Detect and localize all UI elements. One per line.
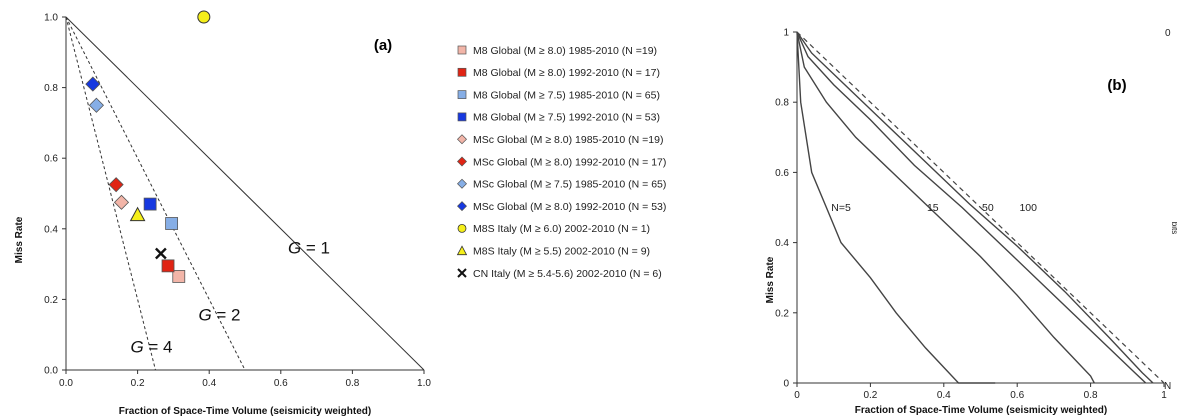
chart-a-y-tick-label: 0.8 [44, 83, 58, 94]
chart-b-right-edge-label-top: 0 [1165, 28, 1171, 39]
chart-a-point-triangle-10 [129, 206, 146, 222]
chart-b-x-tick-label: 0.8 [1084, 390, 1098, 401]
chart-b-reference-line [796, 31, 1165, 384]
chart-b-y-axis-label: Miss Rate [765, 256, 776, 303]
chart-a-point-diamond-7 [88, 97, 104, 113]
chart-a-y-tick-label: 0.6 [44, 154, 58, 165]
chart-b-x-tick-label: 0 [794, 390, 800, 401]
chart-b-curve-label: 15 [927, 202, 939, 214]
legend-item-label: CN Italy (M ≥ 5.4-5.6) 2002-2010 (N = 6) [473, 268, 662, 280]
chart-a-x-tick-label: 0.2 [131, 378, 145, 389]
chart-b-right-edge-label-middle: bits [1170, 222, 1177, 234]
chart-b-y-tick-label: 0.8 [775, 98, 789, 109]
chart-b-right-edge-label-bottom: N [1164, 381, 1171, 392]
chart-a-y-tick-label: 0.2 [44, 295, 58, 306]
chart-a-point-square-1 [172, 270, 186, 283]
chart-b-x-axis-label: Fraction of Space-Time Volume (seismicit… [855, 405, 1107, 416]
legend-item-label: M8 Global (M ≥ 8.0) 1985-2010 (N =19) [473, 45, 657, 57]
chart-a-reference-line-label: G = 1 [288, 239, 330, 258]
chart-b-x-tick-label: 0.6 [1010, 390, 1024, 401]
legend-marker-square [457, 112, 467, 122]
legend-marker-diamond [457, 156, 467, 167]
legend-marker-diamond [457, 178, 467, 189]
chart-a-point-square-4 [143, 197, 157, 211]
legend-marker-square [457, 45, 467, 55]
chart-a-y-tick-label: 0.0 [44, 366, 58, 377]
chart-a-x-tick-label: 0.6 [274, 378, 288, 389]
chart-b-panel-label: (b) [1107, 77, 1126, 94]
chart-a-x-axis-label: Fraction of Space-Time Volume (seismicit… [119, 406, 371, 417]
legend-marker-diamond [457, 134, 467, 145]
chart-b-curve-n-5 [796, 31, 996, 384]
chart-a: Miss Rate Fraction of Space-Time Volume … [14, 10, 666, 417]
chart-a-point-x-11 [155, 247, 167, 260]
chart-b-curve-100 [796, 31, 1154, 384]
chart-a-point-circle-9 [197, 10, 211, 24]
chart-a-point-diamond-6 [108, 177, 124, 193]
legend-marker-circle [457, 223, 467, 233]
legend-item-label: M8S Italy (M ≥ 6.0) 2002-2010 (N = 1) [473, 223, 650, 235]
chart-b-y-tick-label: 0.4 [775, 238, 789, 249]
chart-a-reference-line-label: G = 4 [130, 337, 172, 356]
legend-marker-diamond [457, 201, 467, 212]
chart-a-point-square-3 [165, 217, 179, 230]
legend-item-label: M8 Global (M ≥ 7.5) 1992-2010 (N = 53) [473, 112, 660, 124]
chart-b-curve-50 [796, 31, 1147, 384]
chart-a-point-diamond-5 [113, 194, 130, 210]
legend-item-label: MSc Global (M ≥ 8.0) 1992-2010 (N = 17) [473, 156, 666, 168]
chart-a-point-diamond-8 [85, 76, 101, 92]
legend-item-label: M8 Global (M ≥ 7.5) 1985-2010 (N = 65) [473, 89, 660, 101]
chart-b-y-tick-label: 0 [783, 379, 789, 390]
chart-b: Miss Rate Fraction of Space-Time Volume … [765, 28, 1177, 417]
chart-a-reference-line-g1 [65, 16, 425, 371]
chart-b-y-tick-label: 0.2 [775, 308, 789, 319]
legend-item-label: MSc Global (M ≥ 8.0) 1992-2010 (N = 53) [473, 201, 666, 213]
legend-marker-square [457, 90, 467, 99]
chart-a-legend: M8 Global (M ≥ 8.0) 1985-2010 (N =19) M8 … [456, 45, 666, 280]
chart-a-x-tick-label: 0.0 [59, 378, 73, 389]
legend-item-label: M8S Italy (M ≥ 5.5) 2002-2010 (N = 9) [473, 246, 650, 258]
chart-b-y-tick-label: 0.6 [775, 168, 789, 179]
chart-a-reference-line-g4 [65, 16, 156, 371]
chart-b-y-tick-label: 1 [783, 28, 789, 39]
chart-a-x-tick-label: 0.4 [202, 378, 216, 389]
chart-a-y-tick-label: 1.0 [44, 13, 58, 24]
legend-marker-triangle [456, 245, 468, 256]
legend-item-label: MSc Global (M ≥ 8.0) 1985-2010 (N =19) [473, 134, 663, 146]
chart-b-curve-15 [796, 31, 1095, 384]
legend-marker-square [457, 67, 467, 77]
legend-item-label: M8 Global (M ≥ 8.0) 1992-2010 (N = 17) [473, 67, 660, 79]
chart-b-curve-label: 50 [982, 202, 994, 214]
chart-b-curve-label: 100 [1019, 202, 1037, 214]
chart-a-panel-label: (a) [374, 37, 392, 54]
legend-marker-x [457, 268, 467, 278]
chart-a-reference-line-label: G = 2 [198, 306, 240, 325]
chart-b-x-tick-label: 0.4 [937, 390, 951, 401]
legend-item-label: MSc Global (M ≥ 7.5) 1985-2010 (N = 65) [473, 179, 666, 191]
chart-a-x-tick-label: 1.0 [417, 378, 431, 389]
chart-a-y-tick-label: 0.4 [44, 224, 58, 235]
chart-b-curve-label: N=5 [831, 202, 851, 214]
chart-a-x-tick-label: 0.8 [345, 378, 359, 389]
chart-a-y-axis-label: Miss Rate [14, 216, 25, 263]
chart-b-x-tick-label: 0.2 [863, 390, 877, 401]
chart-b-x-tick-label: 1 [1161, 390, 1167, 401]
chart-a-point-square-2 [161, 259, 175, 273]
